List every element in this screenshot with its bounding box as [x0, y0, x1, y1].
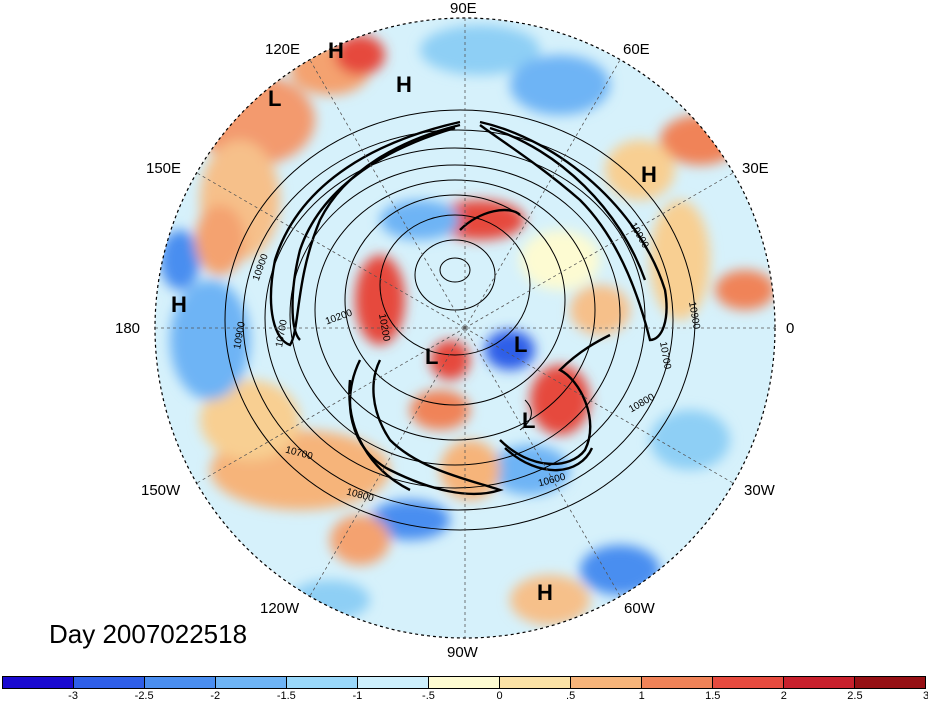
lon-label-150e: 150E: [146, 160, 182, 177]
colorbar-tick-label: -2.5: [134, 690, 154, 702]
colorbar-tick-label: -1.5: [276, 690, 296, 702]
pressure-center-high: H: [641, 162, 657, 187]
pressure-center-low: L: [522, 408, 536, 433]
lon-label-30e: 30E: [742, 160, 769, 177]
colorbar-swatch: [429, 677, 500, 688]
colorbar-tick-label: -1: [352, 690, 363, 702]
pressure-center-high: H: [396, 72, 412, 97]
lon-label-180: 180: [115, 320, 141, 337]
colorbar-tick-label: 2: [780, 690, 787, 702]
colorbar-tick-label: 0: [496, 690, 503, 702]
colorbar-swatch: [855, 677, 925, 688]
colorbar-swatch: [713, 677, 784, 688]
pressure-center-high: H: [328, 38, 344, 63]
pressure-center-low: L: [514, 332, 528, 357]
colorbar-swatch: [3, 677, 74, 688]
pressure-center-high: H: [171, 292, 187, 317]
lon-label-60e: 60E: [623, 41, 650, 58]
colorbar-swatch: [642, 677, 713, 688]
colorbar-swatch: [358, 677, 429, 688]
colorbar: [2, 676, 926, 689]
colorbar-tick-label: .5: [566, 690, 576, 702]
lon-label-90w: 90W: [447, 644, 478, 661]
colorbar-tick-label: -2: [210, 690, 221, 702]
date-label: Day 2007022518: [49, 619, 248, 649]
colorbar-tick-label: 2.5: [847, 690, 863, 702]
colorbar-tick-label: -3: [68, 690, 78, 702]
colorbar-swatch: [500, 677, 571, 688]
lon-label-30w: 30W: [744, 482, 775, 499]
colorbar-swatch: [287, 677, 358, 688]
colorbar-swatch: [571, 677, 642, 688]
lon-label-90e: 90E: [450, 0, 477, 17]
colorbar-tick-label: 1.5: [705, 690, 721, 702]
jet-stream-contours: [269, 120, 668, 496]
lon-label-60w: 60W: [624, 600, 655, 617]
colorbar-swatch: [74, 677, 145, 688]
colorbar-swatch: [216, 677, 287, 688]
colorbar-swatch: [784, 677, 855, 688]
graticule: [155, 18, 775, 638]
pressure-center-low: L: [268, 86, 282, 111]
pressure-center-high: H: [537, 580, 553, 605]
colorbar-tick-label: -.5: [422, 690, 435, 702]
lon-label-0: 0: [786, 320, 795, 337]
lon-label-150w: 150W: [141, 482, 181, 499]
colorbar-tick-label: 1: [638, 690, 645, 702]
colorbar-swatch: [145, 677, 216, 688]
colorbar-tick-label: 3: [922, 690, 928, 702]
pressure-center-low: L: [425, 344, 439, 369]
lon-label-120w: 120W: [260, 600, 300, 617]
lon-label-120e: 120E: [265, 41, 301, 58]
